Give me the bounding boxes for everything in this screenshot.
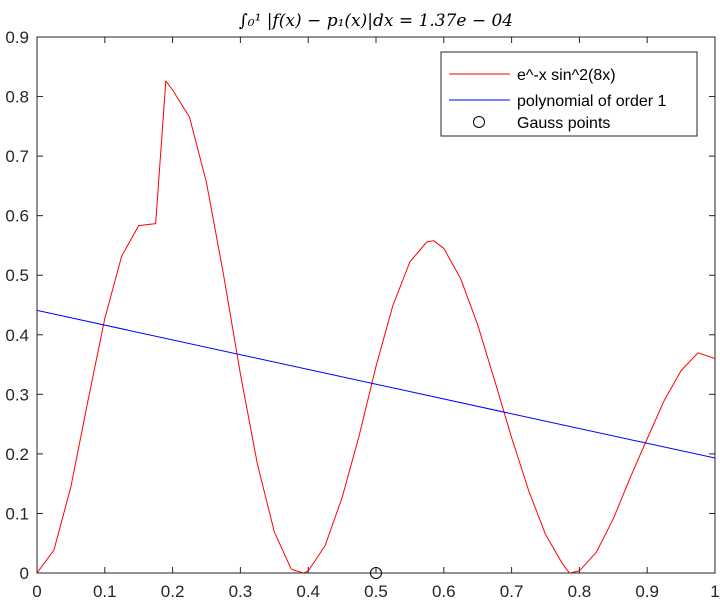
polynomial-line [37,309,715,459]
x-tick-label: 0.9 [635,582,659,601]
axis-ticks: 0 0.1 0.2 0.3 0.4 0.5 0.6 0.7 0.8 0.9 1 0 0.1 0.2 0.3 0… [5,28,719,601]
y-tick-label: 0.1 [5,504,29,523]
y-tick-label: 0.5 [5,266,29,285]
x-tick-label: 0.5 [364,582,388,601]
x-tick-label: 1 [710,582,719,601]
x-tick-label: 0 [32,582,41,601]
y-tick-label: 0.4 [5,326,29,345]
x-tick-label: 0.7 [500,582,524,601]
y-tick-label: 0 [20,564,29,583]
legend-box [440,51,698,137]
legend: e^-x sin^2(8x) polynomial of order 1 Gauss… [440,51,698,137]
y-tick-label: 0.2 [5,445,29,464]
x-tick-label: 0.2 [161,582,185,601]
y-tick-label: 0.3 [5,385,29,404]
legend-label: e^-x sin^2(8x) [517,67,616,84]
legend-circle-marker [473,116,485,128]
x-tick-label: 0.4 [296,582,320,601]
y-tick-label: 0.8 [5,88,29,107]
chart-title: ∫₀¹ |f(x) − p₁(x)|dx = 1.37e − 04 [239,11,513,31]
function-curve-line [37,80,715,573]
y-tick-label: 0.9 [5,28,29,47]
gauss-point-marker [370,567,382,579]
x-tick-label: 0.3 [229,582,253,601]
legend-label: polynomial of order 1 [517,93,667,110]
series-layer [37,80,715,579]
x-tick-label: 0.8 [568,582,592,601]
y-tick-label: 0.7 [5,147,29,166]
x-tick-label: 0.6 [432,582,456,601]
x-tick-label: 0.1 [93,582,117,601]
y-tick-label: 0.6 [5,207,29,226]
legend-label: Gauss points [517,115,610,132]
